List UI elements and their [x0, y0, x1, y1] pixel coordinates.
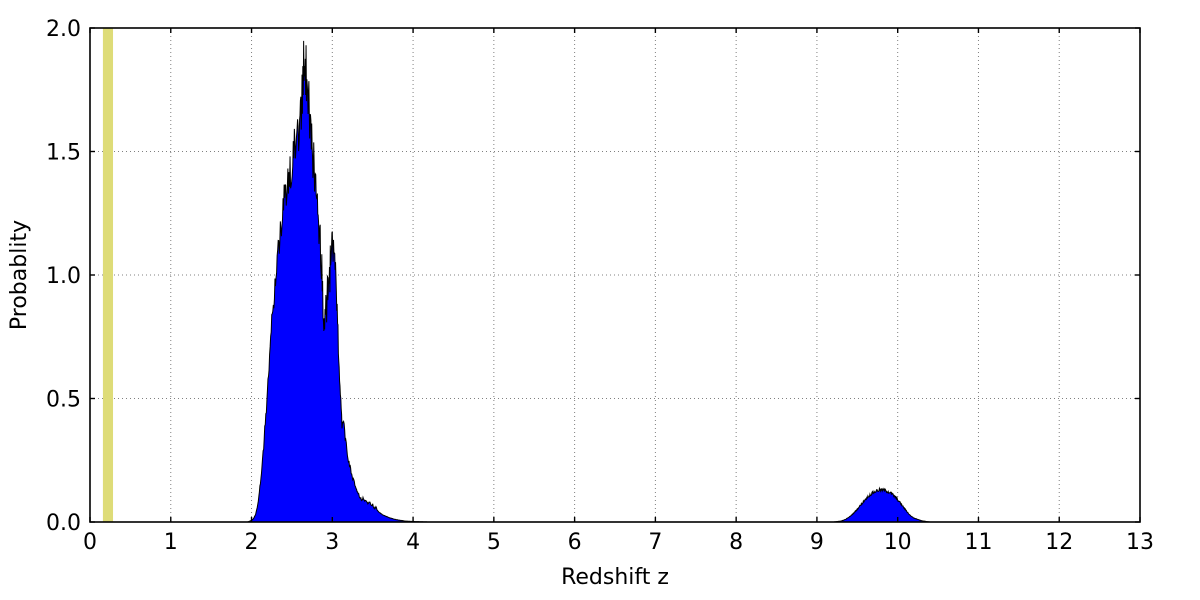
x-tick-label: 11 — [964, 530, 992, 555]
x-tick-label: 0 — [83, 530, 97, 555]
x-tick-label: 3 — [325, 530, 339, 555]
data-series-group — [247, 40, 931, 522]
x-tick-label: 7 — [648, 530, 662, 555]
y-tick-label: 0.0 — [46, 511, 81, 536]
y-tick-label: 0.5 — [46, 388, 81, 413]
axis-ticks: 0 1 2 3 4 5 6 7 8 9 10 11 12 130.00.51.01.52.0 — [46, 17, 1154, 555]
y-tick-label: 2.0 — [46, 17, 81, 42]
x-tick-label: 1 — [164, 530, 178, 555]
x-tick-label: 10 — [884, 530, 912, 555]
x-tick-label: 12 — [1045, 530, 1073, 555]
spectroscopic-redshift-band — [102, 28, 114, 522]
y-tick-label: 1.0 — [46, 264, 81, 289]
pdf-area — [247, 40, 430, 522]
gridlines — [90, 28, 1140, 522]
x-tick-label: 5 — [487, 530, 501, 555]
y-axis-title: Probablity — [7, 220, 32, 330]
x-tick-label: 4 — [406, 530, 420, 555]
x-tick-label: 9 — [810, 530, 824, 555]
y-tick-label: 1.5 — [46, 141, 81, 166]
x-axis-title: Redshift z — [561, 565, 669, 590]
annotations — [102, 28, 114, 522]
x-tick-label: 6 — [568, 530, 582, 555]
x-tick-label: 8 — [729, 530, 743, 555]
pdf-area — [833, 486, 931, 522]
x-tick-label: 13 — [1126, 530, 1154, 555]
x-tick-label: 2 — [245, 530, 259, 555]
